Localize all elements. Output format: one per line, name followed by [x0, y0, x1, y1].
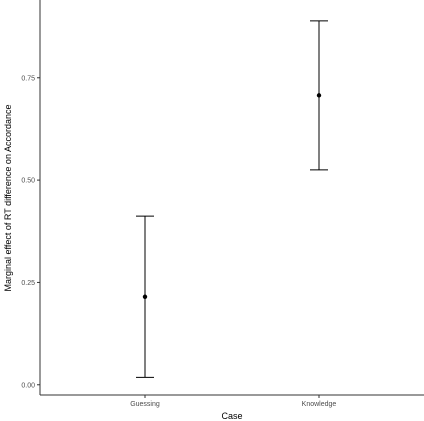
y-ticks: 0.00 0.25 0.50 0.75 — [21, 75, 40, 389]
axes — [39, 0, 424, 396]
y-tick-label: 0.25 — [21, 280, 35, 287]
y-tick-label: 0.50 — [21, 178, 35, 185]
point-estimate — [142, 294, 148, 299]
x-ticks: Guessing Knowledge — [130, 395, 336, 408]
point-estimate — [316, 93, 322, 98]
y-tick-label: 0.75 — [21, 75, 35, 82]
x-axis-title: Case — [221, 411, 242, 421]
y-axis-title: Marginal effect of RT difference on Acco… — [3, 105, 13, 292]
y-tick-label: 0.00 — [21, 382, 35, 389]
x-tick-label: Guessing — [130, 401, 160, 408]
x-tick-label: Knowledge — [302, 401, 337, 408]
error-bar-marks — [136, 20, 328, 378]
